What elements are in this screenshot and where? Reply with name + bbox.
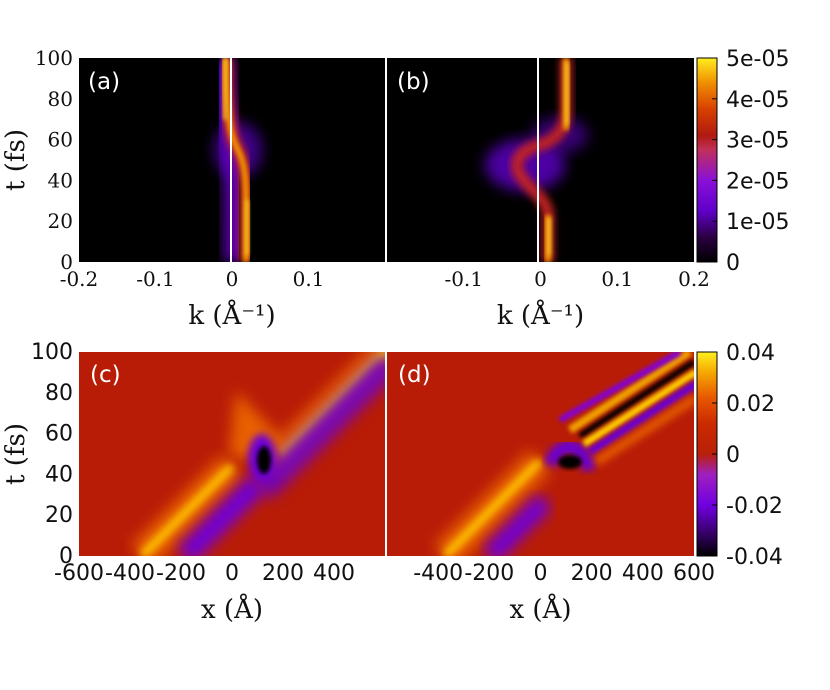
panel-c-heatmap [131,352,385,556]
panel-b-ridge [510,58,572,262]
panel-d-stripe-3 [582,369,694,447]
panel-d-label: (d) [398,362,431,388]
panel-a-ylabel: t (fs) [1,129,31,191]
panel-a-ytick-3: 60 [48,128,73,152]
panel-c-xlabel: x (Å) [201,593,263,625]
panel-c-minimum [257,446,271,474]
panel-d-stripe-2 [578,359,694,439]
panel-a-xlabel: k (Å⁻¹) [188,299,275,331]
panel-a-xtick-1: -0.1 [136,267,175,291]
panel-a-label: (a) [88,69,120,95]
panel-d-xtick-2: 0 [534,561,548,586]
panel-a-ytick-5: 100 [35,46,73,70]
panel-c-negative-out [252,352,385,500]
panel-c-xtick-3: 0 [225,561,239,586]
panel-a-ytick-0: 0 [60,250,73,274]
panel-c-ytick-1: 20 [45,503,73,528]
panel-d-xtick-5: 600 [673,561,715,586]
colorbar-bottom-tick-0: 0.04 [726,341,775,366]
panel-c-ytick-2: 40 [45,462,73,487]
panel-d-xtick-4: 400 [622,561,664,586]
panel-d-incoming-peak [442,458,543,556]
axes-layer: -0.2 -0.1 0 0.1 0 20 40 60 80 100 k (Å⁻¹) t (fs) -0.… [1,46,789,625]
panel-b-xtick-3: 0.2 [678,267,710,291]
panel-c-incoming-peak [139,463,235,556]
colorbar-top [696,57,718,263]
panel-c-ytick-0: 0 [59,544,73,569]
panel-d-stripe-1 [567,352,693,434]
panel-a-ridge-core [223,58,249,262]
panel-c-xtick-0: -600 [54,561,104,586]
panel-c-ylabel: t (fs) [1,423,31,485]
colorbar-top-tick-2: 3e-05 [726,129,789,154]
panel-c-xtick-1: -400 [105,561,155,586]
panel-c-negative-band [177,475,266,556]
panel-c-xtick-5: 400 [313,561,355,586]
panel-a-ytick-4: 80 [48,87,73,111]
panel-c-xtick-4: 200 [262,561,304,586]
colorbar-top-tick-0: 5e-05 [726,47,789,72]
panel-d-arc-minimum [558,455,582,469]
colorbar-top-tick-3: 2e-05 [726,169,789,194]
panel-a-ytick-2: 40 [48,168,73,192]
panel-d-stripe-4 [587,380,694,456]
panel-d-stripe-6 [558,352,682,423]
panel-d: (d) [387,352,694,556]
panel-c-xtick-2: -200 [156,561,206,586]
panel-a-xtick-2: 0 [226,267,239,291]
colorbar-top-tick-5: 0 [726,251,740,276]
panel-d-stripe-5 [593,394,694,466]
panel-c-ytick-5: 100 [31,340,73,365]
panel-a-xtick-0: -0.2 [60,267,99,291]
panel-b-label: (b) [397,69,430,95]
panel-c: (c) [79,352,385,556]
panel-c-label: (c) [90,362,121,388]
panel-c-ytick-3: 60 [45,422,73,447]
colorbar-top-tick-1: 4e-05 [726,88,789,113]
panel-d-xtick-3: 200 [571,561,613,586]
panel-b: (b) [387,58,694,262]
colorbar-top-tick-4: 1e-05 [726,210,789,235]
panel-d-negative-band [482,493,553,556]
colorbar-bottom-tick-3: -0.02 [726,494,783,519]
panel-d-xlabel: x (Å) [510,593,572,625]
colorbar-bottom-tick-1: 0.02 [726,392,775,417]
panel-b-xtick-0: -0.1 [444,267,483,291]
panel-a: (a) [79,58,385,262]
panel-a-heatmap [211,58,262,262]
panel-b-xlabel: k (Å⁻¹) [497,299,584,331]
panel-d-heatmap [434,352,694,556]
panel-b-xtick-1: 0 [534,267,547,291]
panel-b-ridge-peak [547,62,569,255]
panel-d-xtick-1: -200 [464,561,514,586]
panel-b-heatmap [485,58,588,262]
panel-d-xtick-0: -400 [413,561,463,586]
panel-a-ytick-1: 20 [48,209,73,233]
panel-c-ytick-4: 80 [45,381,73,406]
colorbar-bottom-tick-2: 0 [726,443,740,468]
panel-a-ridge-peak [223,58,249,255]
panel-b-xtick-2: 0.1 [601,267,633,291]
panel-d-arc [543,439,597,473]
colorbar-bottom-tick-4: -0.04 [726,545,783,570]
panel-b-spread [485,139,565,191]
panel-a-xtick-3: 0.1 [293,267,325,291]
